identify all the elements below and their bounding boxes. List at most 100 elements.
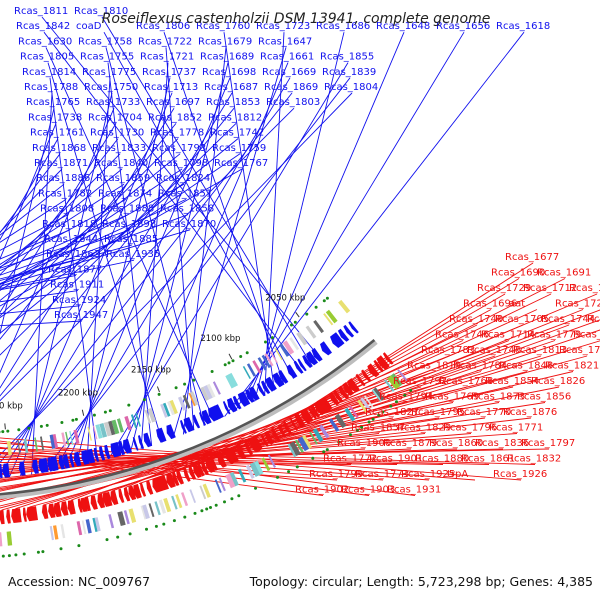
forward-gene-label: Rcas_1833 xyxy=(92,143,146,154)
reverse-gene-label: Rcas_1880 xyxy=(415,454,469,465)
forward-rna-marker xyxy=(39,424,43,428)
reverse-rna-marker xyxy=(183,515,187,519)
forward-gene-arrow xyxy=(264,378,274,392)
forward-gene-label: Rcas_1669 xyxy=(262,67,316,78)
reverse-rna-marker xyxy=(403,393,407,397)
reverse-gene-arrow xyxy=(378,355,390,369)
reverse-gene-arrow xyxy=(60,501,69,516)
forward-cog-block xyxy=(206,383,216,399)
reverse-gene-arrow xyxy=(289,417,298,431)
forward-gene-arrow xyxy=(348,321,359,334)
forward-cog-block xyxy=(305,325,317,339)
forward-cog-block xyxy=(168,399,178,415)
reverse-cog-block xyxy=(94,517,101,532)
forward-rna-marker xyxy=(239,355,243,358)
reverse-gene-label: Rcas_1794 xyxy=(379,392,433,403)
forward-rna-marker xyxy=(142,398,146,402)
reverse-rna-marker xyxy=(389,404,393,408)
forward-gene-label: Rcas_1806 xyxy=(136,21,190,32)
forward-gene-arrow xyxy=(267,376,277,391)
forward-gene-arrow xyxy=(330,334,342,348)
reverse-rna-marker xyxy=(214,503,218,507)
reverse-cog-block xyxy=(237,468,247,483)
forward-rna-marker xyxy=(325,296,329,300)
reverse-gene-arrow xyxy=(355,373,366,387)
reverse-gene-arrow xyxy=(333,389,344,403)
reverse-cog-block xyxy=(117,511,126,526)
forward-gene-label: Rcas_1888 xyxy=(100,204,154,215)
forward-gene-label: Rcas_1630 xyxy=(18,36,72,47)
forward-cog-block xyxy=(95,424,103,439)
forward-leader-line xyxy=(0,214,129,272)
forward-gene-arrow xyxy=(38,458,46,473)
forward-leader-line xyxy=(0,138,179,317)
reverse-rna-marker xyxy=(145,527,148,531)
forward-leader-line xyxy=(163,32,285,385)
forward-gene-label: Rcas_1814 xyxy=(22,67,76,78)
forward-rna-marker xyxy=(127,403,131,407)
forward-gene-label: Rcas_1656 xyxy=(436,21,490,32)
forward-leader-line xyxy=(0,123,237,356)
forward-leader-line xyxy=(0,183,125,265)
forward-leader-line xyxy=(0,108,55,335)
reverse-cog-block xyxy=(249,462,261,477)
forward-cog-block xyxy=(147,407,157,423)
feature-tracks xyxy=(0,296,413,558)
forward-cog-block xyxy=(162,402,171,417)
reverse-rna-marker xyxy=(395,400,398,404)
forward-cog-block xyxy=(228,372,238,387)
forward-cog-block xyxy=(261,354,271,369)
forward-leader-line xyxy=(0,138,59,241)
reverse-gene-label: Rcas_1712 xyxy=(523,283,577,294)
reverse-leader-line xyxy=(56,355,496,504)
forward-gene-arrow xyxy=(293,360,304,374)
forward-gene-arrow xyxy=(58,455,65,470)
forward-gene-arrow xyxy=(256,383,266,397)
forward-rna-marker xyxy=(74,417,78,421)
reverse-rna-marker xyxy=(205,507,209,511)
forward-rna-marker xyxy=(322,299,326,303)
forward-gene-label: Rcas_1859 xyxy=(96,173,150,184)
forward-gene-label: Rcas_1805 xyxy=(20,52,74,63)
forward-gene-label: Rcas_1733 xyxy=(86,97,140,108)
reverse-leader-line xyxy=(0,440,416,496)
reverse-gene-arrow xyxy=(328,392,340,406)
forward-cog-block xyxy=(242,366,251,379)
forward-leader-line xyxy=(0,107,175,389)
forward-gene-label: coaD xyxy=(76,21,102,32)
forward-gene-label: Rcas_1721 xyxy=(140,52,194,63)
reverse-rna-marker xyxy=(355,428,359,432)
reverse-leader-line xyxy=(0,462,352,465)
reverse-gene-label: Rcas_1769 xyxy=(425,392,479,403)
forward-gene-label: Rcas_1687 xyxy=(204,82,258,93)
reverse-gene-label: Rcas_1770 xyxy=(457,407,511,418)
forward-gene-label: Rcas_1750 xyxy=(84,82,138,93)
forward-leader-line xyxy=(0,123,117,314)
forward-gene-arrow xyxy=(93,447,100,462)
forward-leader-line xyxy=(0,244,133,282)
forward-gene-label: Rcas_1738 xyxy=(28,112,82,123)
forward-gene-label: Rcas_1808 xyxy=(40,204,94,215)
forward-gene-label: Rcas_1812 xyxy=(208,112,262,123)
reverse-gene-arrow xyxy=(282,421,292,435)
forward-gene-label: Rcas_1842 xyxy=(16,21,70,32)
forward-gene-label: Rcas_1698 xyxy=(202,67,256,78)
forward-gene-label: Rcas_1947 xyxy=(54,310,108,321)
reverse-cog-block xyxy=(312,428,324,443)
reverse-gene-label: Rcas_1836 xyxy=(475,438,529,449)
reverse-rna-marker xyxy=(381,410,385,414)
reverse-gene-arrow xyxy=(314,400,327,416)
forward-cog-block xyxy=(289,337,300,351)
reverse-rna-marker xyxy=(325,448,329,452)
forward-leader-line xyxy=(0,92,293,464)
reverse-rna-marker xyxy=(409,388,413,392)
reverse-rna-marker xyxy=(172,519,176,523)
forward-gene-label: Rcas_1686 xyxy=(316,21,370,32)
forward-gene-arrow xyxy=(69,453,75,468)
forward-rna-marker xyxy=(290,323,293,327)
forward-cog-block xyxy=(282,340,295,355)
forward-gene-label: Rcas_1798 xyxy=(154,158,208,169)
reverse-cog-block xyxy=(92,517,98,532)
reverse-leader-line xyxy=(292,278,566,417)
reverse-cog-block xyxy=(309,431,318,445)
